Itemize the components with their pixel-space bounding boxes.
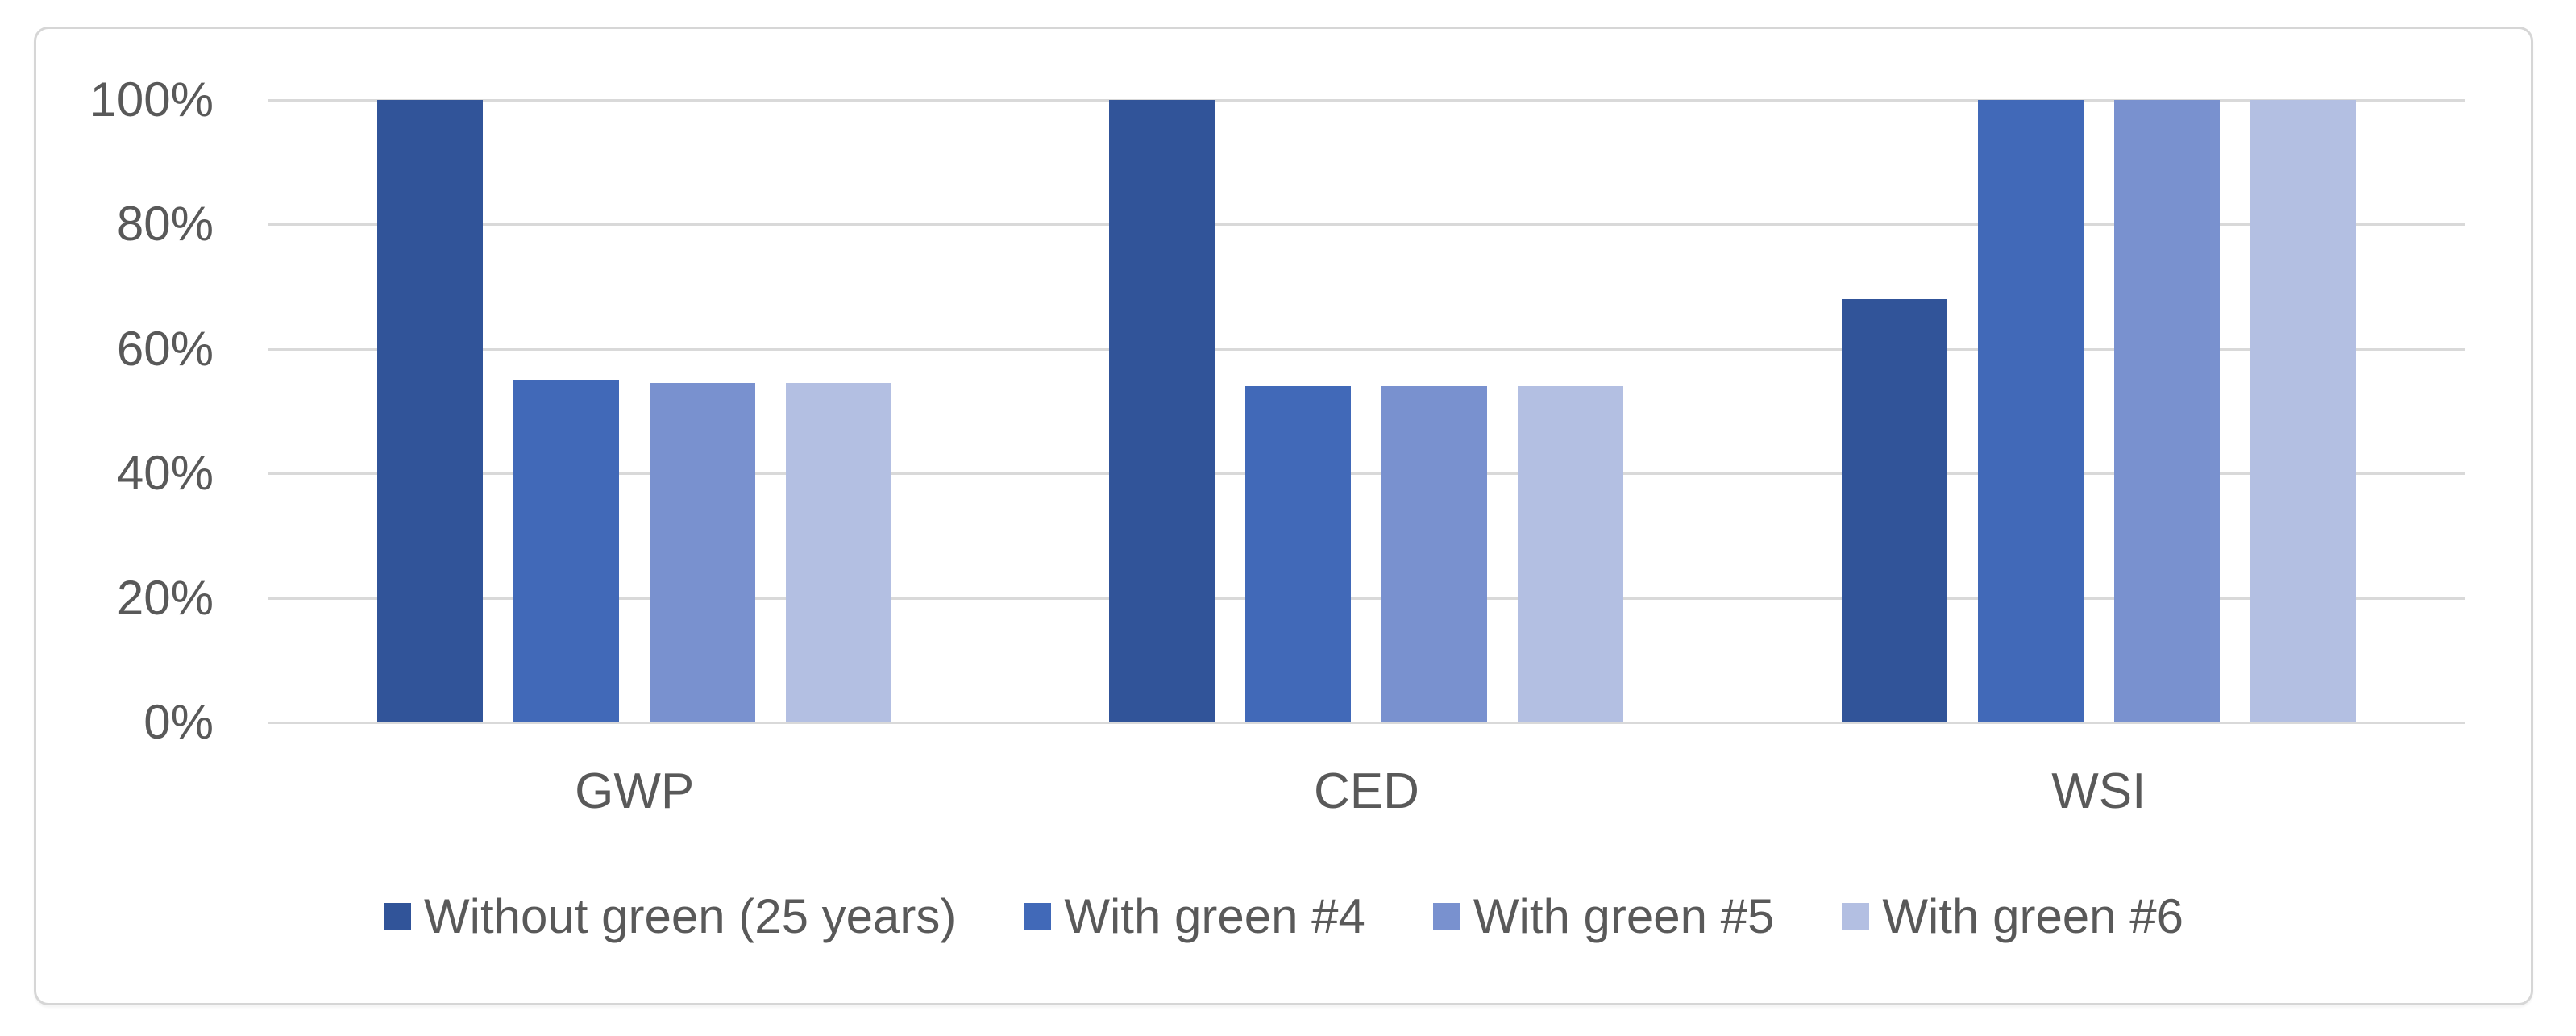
- y-tick-label-100%: 100%: [89, 73, 214, 127]
- y-tick-label-0%: 0%: [143, 695, 214, 749]
- gridline-60%: [268, 347, 2465, 351]
- bar-GWP-with-green-#6: [786, 383, 892, 722]
- gridline-20%: [268, 597, 2465, 600]
- y-tick-label-20%: 20%: [116, 570, 214, 625]
- bar-group-CED: [1000, 100, 1732, 722]
- legend-label: Without green (25 years): [424, 889, 957, 943]
- y-tick-label-60%: 60%: [116, 321, 214, 376]
- bar-chart-frame: 100% 80% 60% 40% 20% 0% GWP CED WSI Without gre…: [34, 27, 2533, 1005]
- legend-item-with-green-#5: With green #5: [1432, 888, 1775, 945]
- bar-CED-with-green-#5: [1381, 386, 1488, 722]
- legend-swatch-icon: [1024, 903, 1052, 930]
- legend-swatch-icon: [384, 903, 412, 930]
- bar-GWP-with-green-#4: [513, 380, 620, 722]
- x-axis-category-labels: GWP CED WSI: [268, 763, 2465, 821]
- legend-swatch-icon: [1842, 903, 1870, 930]
- bar-WSI-with-green-#4: [1977, 100, 2084, 722]
- gridline-100%: [268, 99, 2465, 102]
- bar-WSI-without-green-25-years-: [1841, 299, 1947, 722]
- legend-item-without-green-25-years-: Without green (25 years): [384, 888, 956, 945]
- bar-group-GWP: [268, 100, 1000, 722]
- bar-CED-without-green-25-years-: [1109, 100, 1215, 722]
- legend-label: With green #6: [1882, 889, 2183, 943]
- gridline-0%: [268, 722, 2465, 724]
- bar-GWP-with-green-#5: [650, 383, 756, 722]
- gridline-80%: [268, 223, 2465, 227]
- category-label-WSI: WSI: [2051, 763, 2146, 819]
- y-tick-label-40%: 40%: [116, 446, 214, 501]
- legend-item-with-green-#4: With green #4: [1024, 888, 1365, 945]
- legend-item-with-green-#6: With green #6: [1842, 888, 2183, 945]
- gridline-40%: [268, 472, 2465, 476]
- plot-area: 100% 80% 60% 40% 20% 0%: [90, 73, 2465, 749]
- bar-GWP-without-green-25-years-: [377, 100, 484, 722]
- legend-label: With green #4: [1064, 889, 1365, 943]
- legend: Without green (25 years) With green #4 Wit…: [36, 888, 2531, 945]
- bar-groups: [268, 100, 2465, 722]
- bar-group-WSI: [1733, 100, 2465, 722]
- y-tick-label-80%: 80%: [116, 197, 214, 252]
- bar-WSI-with-green-#6: [2250, 100, 2356, 722]
- bar-WSI-with-green-#5: [2113, 100, 2220, 722]
- legend-swatch-icon: [1432, 903, 1460, 930]
- category-label-CED: CED: [1314, 763, 1419, 819]
- bar-CED-with-green-#4: [1245, 386, 1352, 722]
- bar-CED-with-green-#6: [1518, 386, 1624, 722]
- legend-label: With green #5: [1473, 889, 1775, 943]
- category-label-GWP: GWP: [575, 763, 695, 819]
